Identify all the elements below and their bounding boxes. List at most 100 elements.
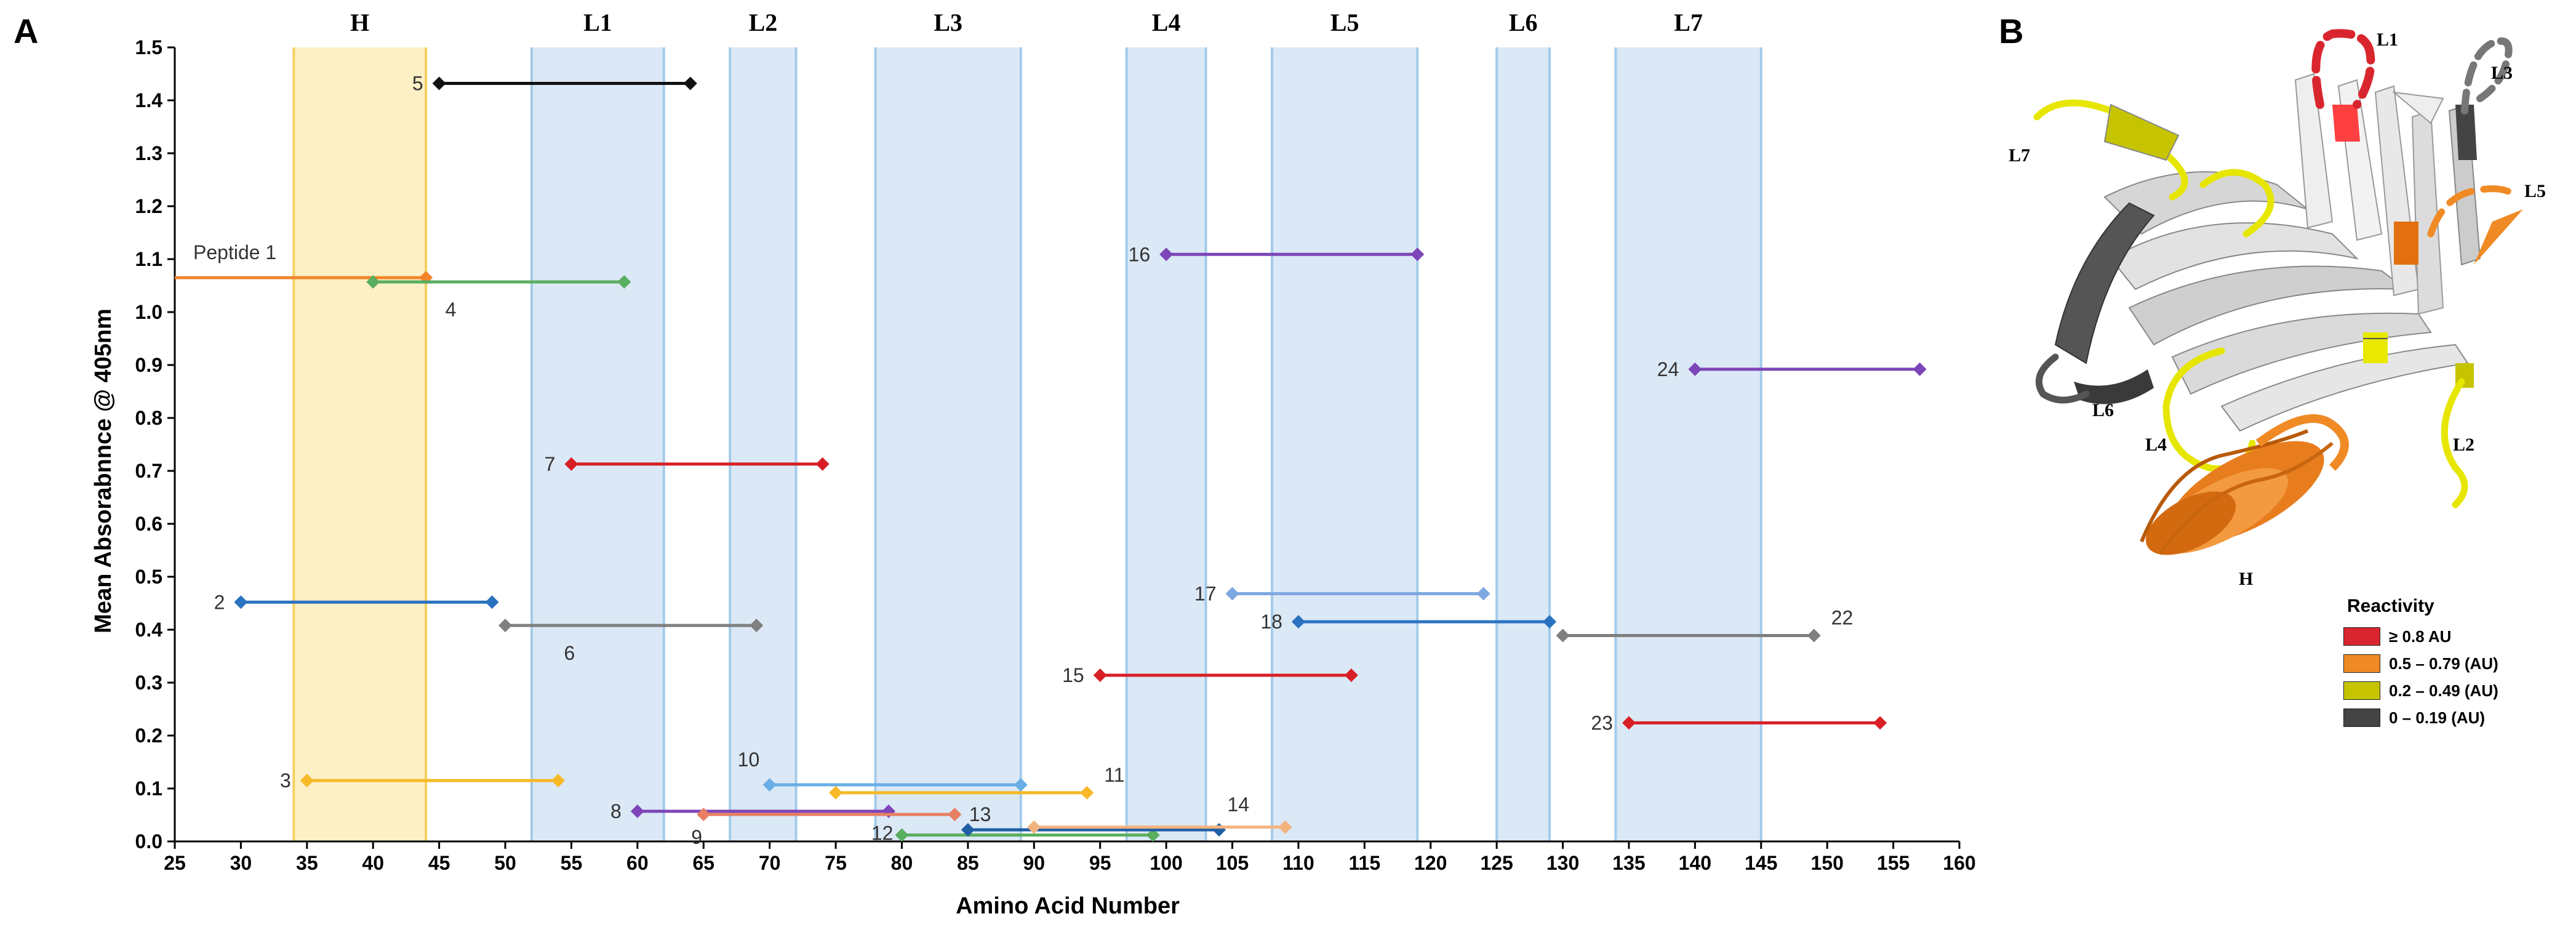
x-tick-label: 75 <box>825 852 847 874</box>
peptide-end-marker-7 <box>815 457 830 471</box>
y-tick-label: 0.5 <box>135 566 162 588</box>
structure-label-l3: L3 <box>2491 63 2513 83</box>
peptide-end-marker-6 <box>750 619 764 633</box>
regions-layer: H L1 L2 L3 L4 L5 L6 L7 <box>292 9 1762 841</box>
x-tick-label: 45 <box>428 852 450 874</box>
x-tick-label: 125 <box>1480 852 1513 874</box>
y-tick-label: 0.3 <box>135 672 162 694</box>
x-tick-label: 60 <box>626 852 649 874</box>
peptide-start-marker-4 <box>366 275 380 289</box>
structure-label-l5: L5 <box>2524 181 2546 201</box>
peptide-start-marker-9 <box>697 808 711 822</box>
x-tick-label: 140 <box>1679 852 1711 874</box>
x-tick-label: 40 <box>362 852 384 874</box>
region-label-l5: L5 <box>1330 9 1359 36</box>
y-tick-label: 1.0 <box>135 301 162 323</box>
beta-sheet-body <box>2054 73 2523 432</box>
peptide-label-12: 12 <box>871 822 894 845</box>
x-tick-label: 155 <box>1877 852 1910 874</box>
y-tick-label: 1.4 <box>135 89 163 111</box>
peptide-start-marker-22 <box>1556 628 1570 643</box>
structure-label-l7: L7 <box>2009 145 2030 166</box>
peptide-start-marker-15 <box>1093 668 1107 682</box>
structure-label-l2: L2 <box>2453 435 2474 455</box>
peptide-label-13: 13 <box>969 803 991 825</box>
peptide-end-marker-13 <box>1212 823 1226 837</box>
peptide-start-marker-17 <box>1225 587 1239 601</box>
y-tick-label: 0.4 <box>135 619 163 641</box>
x-tick-label: 110 <box>1282 852 1314 874</box>
legend-row: 0.2 – 0.49 (AU) <box>2343 677 2498 704</box>
peptide-end-marker-18 <box>1543 615 1557 629</box>
legend-label: 0.5 – 0.79 (AU) <box>2389 654 2498 673</box>
y-tick-label: 0.1 <box>135 777 162 800</box>
legend-swatch <box>2343 654 2380 673</box>
peptide-start-marker-18 <box>1291 615 1305 629</box>
peptide-start-marker-10 <box>762 777 777 792</box>
peptide-label-22: 22 <box>1831 606 1854 628</box>
peptide-end-marker-17 <box>1476 587 1490 601</box>
loop-l5 <box>2427 185 2521 238</box>
region-band-h <box>294 47 426 841</box>
peptide-label-15: 15 <box>1062 664 1084 686</box>
peptide-end-marker-12 <box>1146 828 1160 842</box>
legend-label: 0.2 – 0.49 (AU) <box>2389 681 2498 700</box>
y-tick-label: 1.3 <box>135 142 162 164</box>
peptide-start-marker-23 <box>1622 716 1636 730</box>
peptide-start-marker-12 <box>895 828 909 842</box>
loop-l7-strand <box>2103 103 2180 161</box>
x-tick-label: 120 <box>1414 852 1447 874</box>
loop-l3 <box>2461 37 2513 114</box>
legend-rows: ≥ 0.8 AU 0.5 – 0.79 (AU) 0.2 – 0.49 (AU) 0 … <box>2343 623 2498 731</box>
region-label-h: H <box>350 9 369 36</box>
y-tick-label: 0.2 <box>135 724 162 747</box>
x-tick-label: 55 <box>561 852 583 874</box>
peptide-end-marker-15 <box>1344 668 1358 682</box>
y-axis-title: Mean Absorabnnce @ 405nm <box>90 308 116 633</box>
structure-label-l4: L4 <box>2145 435 2167 455</box>
region-label-l3: L3 <box>934 9 962 36</box>
y-tick-label: 1.5 <box>135 36 162 58</box>
region-band-l7 <box>1615 47 1761 841</box>
region-band-l2 <box>730 47 796 841</box>
x-tick-label: 105 <box>1216 852 1249 874</box>
x-tick-label: 90 <box>1023 852 1045 874</box>
x-tick-label: 50 <box>494 852 516 874</box>
x-tick-label: 95 <box>1089 852 1111 874</box>
y-tick-label: 0.8 <box>135 407 162 429</box>
x-tick-label: 150 <box>1810 852 1843 874</box>
peptide-label-2: 2 <box>214 591 225 613</box>
x-tick-label: 65 <box>692 852 714 874</box>
panel-a-label: A <box>14 12 39 50</box>
x-tick-label: 35 <box>296 852 318 874</box>
peptide-start-marker-16 <box>1159 247 1174 262</box>
structure-label-l6: L6 <box>2092 400 2114 420</box>
peptide-start-marker-5 <box>432 76 446 90</box>
x-tick-label: 80 <box>891 852 913 874</box>
peptide-start-marker-14 <box>1027 820 1041 834</box>
x-tick-label: 135 <box>1612 852 1645 874</box>
x-tick-label: 145 <box>1745 852 1777 874</box>
y-tick-label: 0.0 <box>135 830 162 853</box>
axes-layer: 25 30 35 40 45 50 55 60 65 70 75 80 85 90 95 100 105 110 1… <box>135 36 1976 874</box>
peptide-start-marker-6 <box>498 619 513 633</box>
peptide-start-marker-24 <box>1688 362 1702 376</box>
peptide-label-14: 14 <box>1227 793 1249 816</box>
x-tick-label: 130 <box>1546 852 1579 874</box>
peptide-label-10: 10 <box>738 748 760 771</box>
peptide-end-marker-24 <box>1913 362 1927 376</box>
region-label-l1: L1 <box>583 9 612 36</box>
region-label-l6: L6 <box>1509 9 1538 36</box>
peptide-label-8: 8 <box>610 800 622 822</box>
peptide-end-marker-4 <box>617 275 631 289</box>
peptide-label-7: 7 <box>545 453 556 475</box>
peptide-label-3: 3 <box>280 769 291 792</box>
peptide-end-marker-9 <box>948 808 962 822</box>
legend-row: 0 – 0.19 (AU) <box>2343 704 2498 731</box>
panel-b-label: B <box>1999 12 2024 50</box>
legend-swatch <box>2343 708 2380 727</box>
structure-label-l1: L1 <box>2377 30 2398 50</box>
peptide-label-23: 23 <box>1591 712 1613 734</box>
y-tick-label: 0.9 <box>135 354 162 376</box>
peptide-label-11: 11 <box>1104 764 1124 786</box>
